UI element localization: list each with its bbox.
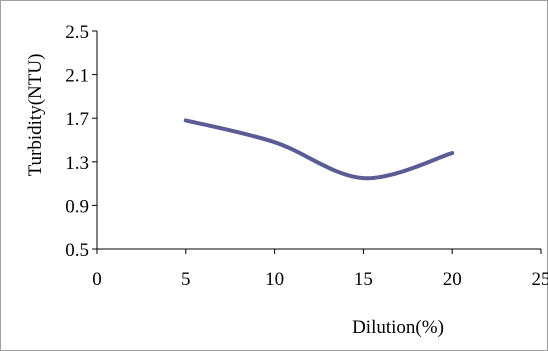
x-tick-label: 15 [354,269,373,290]
x-tick-label: 20 [443,269,462,290]
x-ticks: 0 5 10 15 20 25 [92,249,548,290]
y-tick-label: 2.5 [65,22,89,43]
y-tick-label: 0.9 [65,196,89,217]
y-tick-label: 1.7 [65,109,89,130]
x-tick-label: 5 [181,269,191,290]
y-tick-label: 2.1 [65,66,89,87]
x-tick-label: 10 [265,269,284,290]
series-layer [183,118,455,181]
y-tick-label: 0.5 [65,240,89,261]
y-ticks: 0.5 0.9 1.3 1.7 2.1 2.5 [65,22,97,261]
series-line-0 [183,118,455,181]
axes [96,31,541,250]
x-axis-title: Dilution(%) [352,317,444,338]
y-axis-title: Turbidity(NTU) [25,54,46,177]
y-tick-label: 1.3 [65,153,89,174]
x-tick-label: 0 [92,269,102,290]
x-tick-label: 25 [532,269,548,290]
